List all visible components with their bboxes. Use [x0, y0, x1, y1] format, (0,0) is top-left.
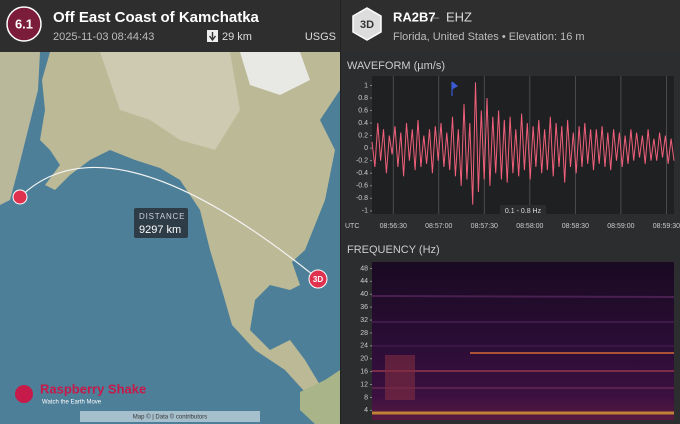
x-tick-label: 08:56:30 — [380, 223, 407, 230]
station-marker-label: 3D — [313, 275, 323, 284]
y-tick-label: 0.4 — [358, 120, 368, 127]
event-source: USGS — [305, 31, 336, 43]
station-header — [340, 0, 680, 52]
y-tick-label: 0 — [364, 145, 368, 152]
y-tick-label: 0.6 — [358, 107, 368, 114]
station-channel: EHZ — [446, 9, 472, 24]
y-tick-label: 0.8 — [358, 95, 368, 102]
station-badge — [352, 7, 382, 41]
spectrogram — [372, 262, 674, 420]
logo: Raspberry Shake — [40, 381, 146, 396]
y-tick-label: 36 — [360, 304, 368, 311]
event-header — [0, 0, 340, 52]
y-tick-label: 20 — [360, 356, 368, 363]
x-tick-label: 08:58:30 — [562, 223, 589, 230]
station-marker[interactable] — [308, 269, 328, 289]
y-tick-label: -0.2 — [356, 158, 368, 165]
distance-label: DISTANCE — [139, 212, 185, 221]
y-tick-label: 4 — [364, 407, 368, 414]
spectrogram-title: FREQUENCY (Hz) — [347, 244, 440, 256]
y-tick-label: 0.2 — [358, 132, 368, 139]
land — [0, 52, 40, 205]
x-tick-label: 08:59:30 — [653, 223, 680, 230]
map[interactable]: 3D DISTANCE 9297 km Raspberry Shake Watc… — [0, 52, 340, 424]
x-tick-label: 08:57:00 — [425, 223, 452, 230]
x-tick-label: 08:57:30 — [471, 223, 498, 230]
distance-value: 9297 km — [139, 224, 181, 236]
station-separator: – — [432, 9, 440, 24]
pick-flag — [451, 81, 459, 96]
arc — [19, 166, 319, 280]
x-axis-label: UTC — [345, 223, 359, 230]
y-tick-label: -0.8 — [356, 195, 368, 202]
y-tick-label: -1 — [362, 208, 368, 215]
filter-label[interactable]: 0.1 - 0.8 Hz — [505, 208, 542, 215]
filter-box — [500, 205, 546, 216]
waveform-layer: 1 0.8 0.6 0.4 0.2 0 -0.2 -0.4 -0.6 -0.8 -1 08:56:30… — [356, 76, 680, 230]
waveform-title: WAVEFORM (µm/s) — [347, 60, 445, 72]
event-title: Off East Coast of Kamchatka — [53, 9, 260, 26]
x-tick-label: 08:58:00 — [516, 223, 543, 230]
magnitude-badge — [6, 6, 42, 42]
y-tick-label: -0.4 — [356, 170, 368, 177]
y-tick-label: 16 — [360, 368, 368, 375]
event-time: 2025-11-03 08:44:43 — [53, 31, 154, 43]
x-tick-label: 08:59:00 — [607, 223, 634, 230]
waveform-line — [371, 82, 675, 205]
land — [40, 52, 340, 392]
y-tick-label: 32 — [360, 317, 368, 324]
attribution[interactable]: Map © | Data © contributors — [133, 414, 207, 421]
y-tick-label: 8 — [364, 394, 368, 401]
y-tick-label: 24 — [360, 343, 368, 350]
y-tick-label: 28 — [360, 330, 368, 337]
depth-arrow — [208, 32, 217, 42]
y-tick-label: 1 — [364, 82, 368, 89]
magnitude: 6.1 — [15, 16, 33, 31]
land — [240, 52, 310, 95]
y-tick-label: 40 — [360, 291, 368, 298]
logo-icon — [15, 385, 33, 403]
y-tick-label: -0.6 — [356, 183, 368, 190]
event-depth: 29 km — [222, 31, 252, 43]
distance-box — [134, 208, 188, 238]
tagline: Watch the Earth Move — [42, 400, 102, 406]
land — [100, 52, 240, 150]
y-tick-label: 48 — [360, 265, 368, 272]
station-location: Florida, United States • Elevation: 16 m — [393, 31, 585, 43]
y-tick-label: 44 — [360, 278, 368, 285]
epicenter[interactable] — [12, 189, 28, 205]
attribution-box — [80, 411, 260, 422]
spectrogram-axis: 48 44 40 36 32 28 24 20 16 12 8 4 — [360, 265, 372, 414]
y-tick-label: 12 — [360, 381, 368, 388]
land — [300, 370, 340, 424]
station-badge-label: 3D — [360, 19, 374, 31]
spectrogram-texture — [371, 295, 675, 415]
station-name: RA2B7 — [393, 9, 436, 24]
